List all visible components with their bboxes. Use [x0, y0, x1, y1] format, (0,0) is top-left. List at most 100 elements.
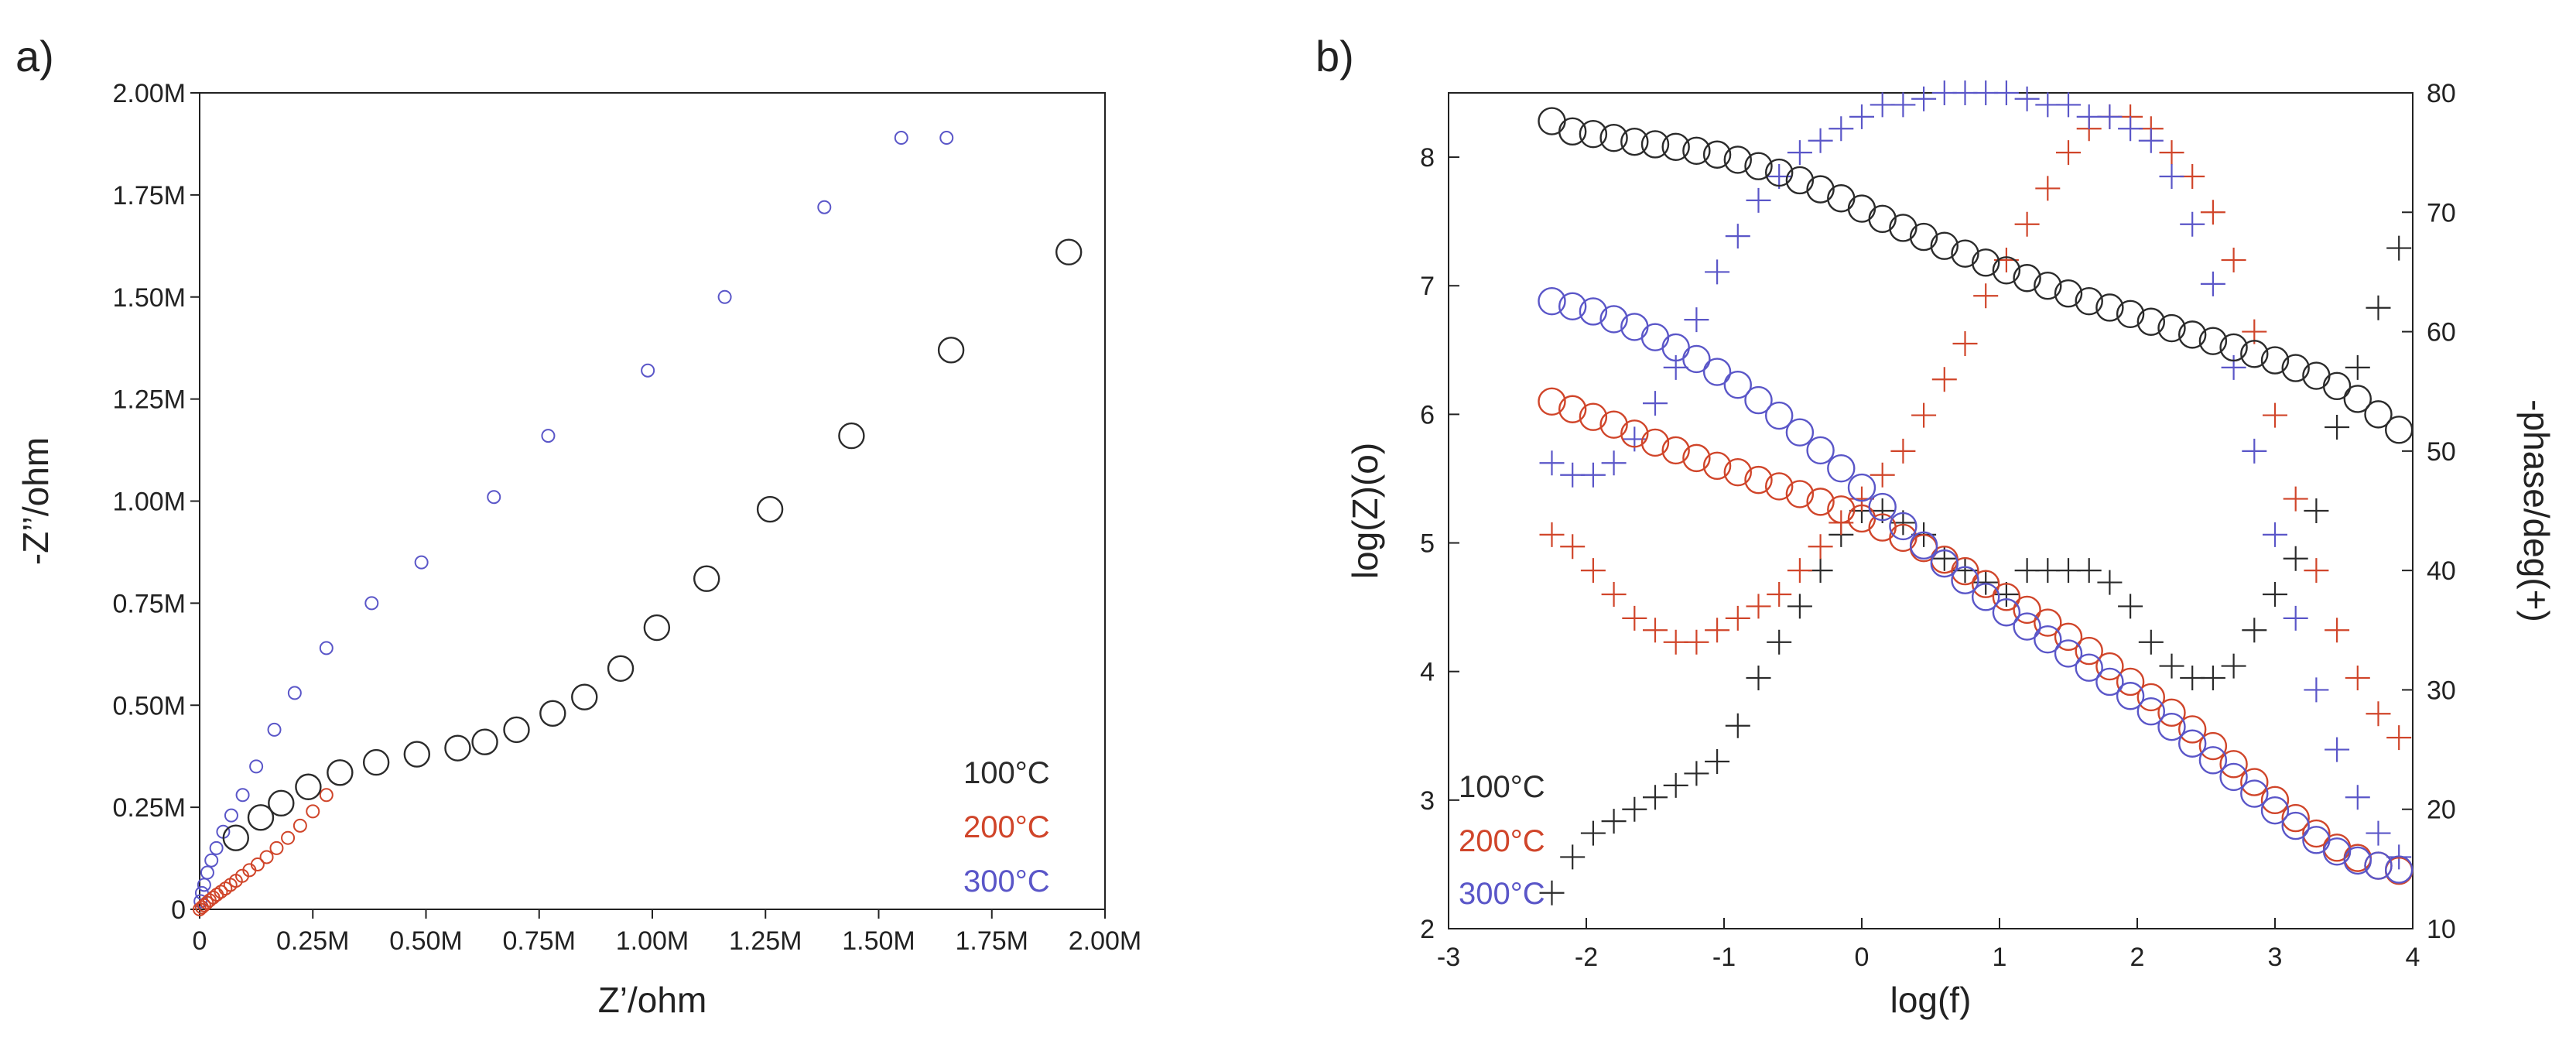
phase-point-300c: [1663, 354, 1688, 380]
impedance-point-100c: [1868, 204, 1897, 234]
phase-point-100c: [1725, 713, 1750, 738]
phase-point-300c: [1931, 80, 1957, 105]
x-tick-label: 0: [193, 926, 207, 956]
y-tick-label: 2: [1420, 915, 1435, 944]
data-point-100c: [503, 716, 530, 744]
impedance-point-200c: [1661, 436, 1690, 465]
data-point-300c: [287, 686, 302, 700]
phase-point-200c: [2221, 248, 2246, 272]
phase-point-200c: [2035, 176, 2061, 201]
impedance-point-100c: [1661, 132, 1690, 161]
impedance-point-300c: [1971, 583, 2000, 611]
data-point-200c: [319, 788, 334, 803]
impedance-point-200c: [1764, 472, 1794, 501]
data-point-300c: [939, 131, 954, 145]
impedance-point-300c: [2157, 712, 2186, 741]
impedance-point-100c: [1909, 222, 1938, 252]
phase-point-300c: [2118, 116, 2143, 142]
impedance-point-300c: [2343, 846, 2372, 875]
impedance-point-200c: [1702, 451, 1732, 481]
data-point-100c: [1055, 238, 1083, 265]
data-point-100c: [539, 700, 566, 727]
y-tick-label: 0.50M: [113, 691, 186, 721]
phase-point-200c: [2159, 140, 2184, 166]
impedance-point-300c: [2240, 779, 2269, 808]
data-point-100c: [838, 422, 865, 450]
phase-point-300c: [1890, 92, 1916, 118]
phase-point-200c: [2366, 701, 2391, 727]
impedance-point-200c: [1538, 387, 1566, 416]
impedance-point-300c: [2013, 612, 2041, 641]
phase-point-300c: [1560, 462, 1586, 488]
x-tick-label: 1.00M: [616, 926, 689, 956]
data-point-300c: [894, 131, 908, 145]
data-point-300c: [267, 722, 282, 737]
data-point-200c: [281, 830, 296, 845]
y2-tick-label: 30: [2427, 676, 2456, 705]
impedance-point-100c: [1579, 119, 1608, 149]
data-point-300c: [200, 865, 214, 880]
phase-point-200c: [1890, 438, 1916, 464]
impedance-point-100c: [2219, 333, 2248, 362]
phase-point-100c: [2325, 415, 2350, 440]
y-tick-label: 7: [1420, 272, 1435, 301]
data-point-100c: [937, 337, 965, 364]
impedance-point-300c: [1682, 344, 1711, 374]
phase-point-300c: [2159, 164, 2184, 189]
y2-tick-label: 60: [2427, 318, 2456, 347]
impedance-point-200c: [2219, 750, 2248, 779]
impedance-point-100c: [2177, 320, 2207, 349]
data-point-300c: [717, 289, 732, 304]
phase-point-300c: [2242, 438, 2267, 464]
impedance-point-300c: [2364, 851, 2393, 880]
x-tick-label: 2.00M: [1069, 926, 1142, 956]
impedance-point-300c: [2075, 653, 2103, 682]
phase-point-300c: [2325, 737, 2350, 762]
impedance-point-300c: [1558, 292, 1587, 321]
phase-point-200c: [2304, 558, 2329, 584]
phase-point-200c: [2263, 402, 2287, 428]
data-point-100c: [362, 748, 390, 776]
impedance-point-200c: [1682, 443, 1711, 473]
impedance-point-300c: [2136, 697, 2166, 726]
phase-point-300c: [1787, 140, 1812, 166]
impedance-point-100c: [2281, 354, 2310, 382]
impedance-point-200c: [2095, 652, 2124, 681]
impedance-point-200c: [1992, 583, 2021, 611]
y2-tick-label: 80: [2427, 79, 2456, 108]
phase-point-200c: [2325, 618, 2350, 643]
y2-tick-label: 40: [2427, 556, 2456, 586]
impedance-point-200c: [2302, 819, 2331, 848]
phase-point-300c: [1725, 224, 1750, 249]
data-point-300c: [541, 429, 556, 443]
impedance-point-300c: [2054, 639, 2083, 668]
impedance-point-200c: [2075, 636, 2103, 666]
phase-point-200c: [2014, 211, 2040, 237]
phase-point-200c: [1787, 558, 1812, 584]
phase-point-100c: [2304, 498, 2329, 523]
phase-point-300c: [1808, 128, 1833, 153]
phase-point-100c: [1705, 749, 1730, 774]
panel-a-x-axis: 0 0.25M 0.50M 0.75M 1.00M 1.25M 1.50M 1.75M 2.00…: [193, 909, 1142, 956]
panel-b-data-points: [1538, 80, 2414, 905]
phase-point-300c: [2097, 104, 2123, 129]
impedance-point-300c: [2219, 762, 2248, 792]
phase-point-100c: [1870, 498, 1895, 523]
phase-point-100c: [1601, 809, 1627, 834]
impedance-point-300c: [1992, 598, 2021, 627]
impedance-point-300c: [1785, 418, 1815, 447]
phase-point-200c: [2056, 140, 2081, 166]
x-tick-label: 3: [2268, 943, 2283, 972]
data-point-300c: [414, 555, 429, 570]
phase-point-300c: [2283, 605, 2308, 631]
impedance-point-200c: [1806, 488, 1835, 516]
phase-point-100c: [1808, 558, 1833, 584]
phase-point-100c: [2366, 295, 2391, 320]
y-tick-label: 0: [171, 895, 186, 925]
y2-tick-label: 10: [2427, 915, 2456, 944]
x-tick-label: 1.25M: [729, 926, 802, 956]
impedance-point-100c: [2054, 279, 2083, 308]
impedance-point-300c: [1847, 473, 1876, 502]
phase-point-200c: [1622, 605, 1647, 631]
panel-a-data-points: [193, 131, 1083, 916]
